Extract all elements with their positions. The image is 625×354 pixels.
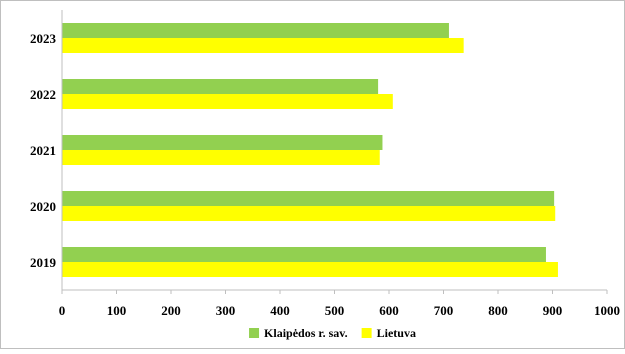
- bar-2023-series-1: [62, 38, 464, 53]
- bar-2020-series-1: [62, 206, 556, 221]
- category-label-2023: 2023: [30, 31, 57, 46]
- x-tick-label-600: 600: [379, 303, 399, 318]
- x-axis-ticks: 0 100 200 300 400 500 600 700 800 900 1000: [59, 290, 620, 318]
- legend-label-0: Klaipėdos r. sav.: [264, 326, 348, 340]
- bar-2021-series-0: [62, 135, 383, 150]
- legend: Klaipėdos r. sav. Lietuva: [249, 326, 416, 340]
- bar-2019-series-1: [62, 262, 558, 277]
- x-tick-label-300: 300: [216, 303, 236, 318]
- category-labels: 2019 2020 2021 2022 2023: [30, 31, 57, 270]
- x-tick-label-200: 200: [161, 303, 181, 318]
- category-label-2020: 2020: [30, 199, 56, 214]
- x-tick-label-1000: 1000: [594, 303, 620, 318]
- bar-2019-series-0: [62, 247, 546, 262]
- legend-label-1: Lietuva: [377, 326, 416, 340]
- legend-swatch-0: [249, 328, 260, 338]
- category-label-2022: 2022: [30, 87, 56, 102]
- x-tick-label-100: 100: [107, 303, 127, 318]
- x-tick-label-900: 900: [543, 303, 563, 318]
- bar-2020-series-0: [62, 191, 555, 206]
- x-tick-label-0: 0: [59, 303, 66, 318]
- legend-item-0: Klaipėdos r. sav.: [249, 326, 348, 340]
- legend-swatch-1: [361, 328, 372, 338]
- bar-2021-series-1: [62, 150, 380, 165]
- x-tick-label-700: 700: [434, 303, 454, 318]
- x-tick-label-500: 500: [325, 303, 345, 318]
- category-label-2021: 2021: [30, 143, 56, 158]
- legend-item-1: Lietuva: [361, 326, 416, 340]
- x-tick-label-400: 400: [270, 303, 290, 318]
- x-tick-label-800: 800: [488, 303, 508, 318]
- bar-2023-series-0: [62, 23, 449, 38]
- bars-layer: [62, 23, 558, 277]
- bar-2022-series-1: [62, 94, 393, 109]
- bar-2022-series-0: [62, 79, 379, 94]
- category-label-2019: 2019: [30, 255, 57, 270]
